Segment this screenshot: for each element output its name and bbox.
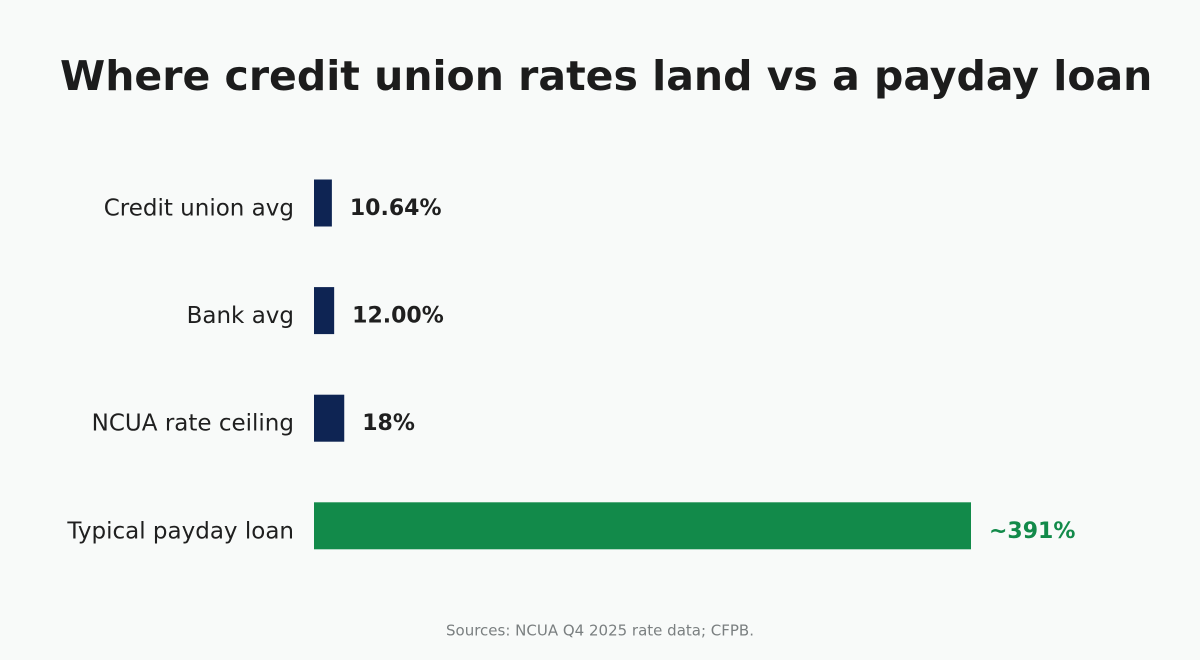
source-note: Sources: NCUA Q4 2025 rate data; CFPB. — [446, 622, 754, 640]
value-label: 10.64% — [350, 196, 442, 221]
bar — [314, 394, 345, 442]
category-label: Credit union avg — [104, 196, 294, 222]
bar — [314, 179, 332, 227]
bar — [314, 287, 335, 335]
chart-title: Where credit union rates land vs a payda… — [60, 52, 1152, 100]
value-label: ~391% — [989, 519, 1075, 544]
category-label: NCUA rate ceiling — [92, 411, 294, 437]
value-label: 12.00% — [352, 304, 444, 329]
bar — [314, 502, 971, 550]
category-label: Typical payday loan — [66, 518, 294, 544]
value-label: 18% — [362, 411, 415, 436]
category-label: Bank avg — [187, 303, 294, 329]
